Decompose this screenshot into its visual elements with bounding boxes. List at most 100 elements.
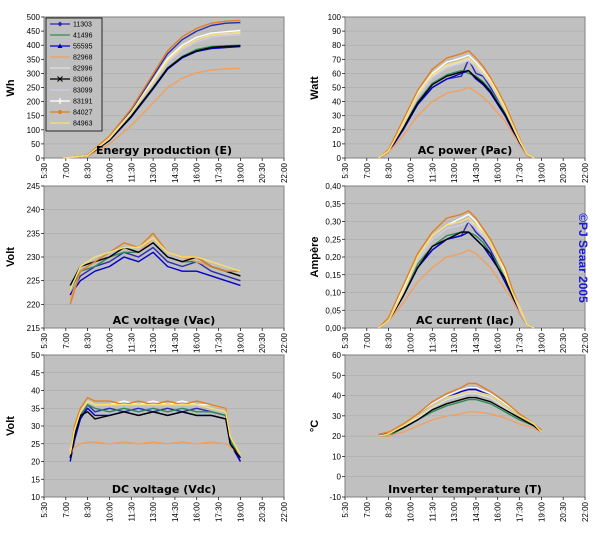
legend-marker-diamond (57, 21, 63, 27)
y-tick-label: 20 (332, 126, 341, 135)
series-line-84027 (377, 210, 535, 329)
y-tick-label: 235 (27, 229, 41, 238)
legend-label: 83099 (73, 88, 93, 95)
x-tick-label: 16:00 (494, 501, 503, 522)
x-tick-label: 19:00 (236, 162, 245, 183)
y-tick-label: 40 (31, 387, 40, 396)
y-tick-label: 50 (31, 351, 40, 360)
x-tick-label: 8:30 (385, 501, 394, 517)
x-tick-label: 19:00 (537, 162, 546, 183)
x-tick-label: 22:00 (581, 332, 590, 353)
series-line-82968 (69, 441, 241, 455)
y-tick-label: 100 (328, 13, 342, 22)
x-tick-label: 10:00 (406, 501, 415, 522)
x-tick-label: 5:30 (341, 501, 350, 517)
y-tick-label: 10 (332, 452, 341, 461)
copyright-text: ©PJ Seaar 2005 (576, 213, 590, 303)
y-tick-label: 45 (31, 369, 40, 378)
y-tick-label: 70 (332, 55, 341, 64)
x-tick-label: 22:00 (280, 501, 289, 522)
x-tick-label: 20:30 (559, 162, 568, 183)
x-tick-label: 10:00 (105, 162, 114, 183)
x-tick-label: 5:30 (341, 162, 350, 178)
legend-label: 82968 (73, 55, 93, 62)
y-tick-label: 90 (332, 27, 341, 36)
y-tick-label: 450 (27, 27, 41, 36)
chart-panel-6: -10 0 10 20 30 40 50 60 5:30 7:00 8:30 10:00 11:30 13… (309, 351, 590, 522)
y-tick-label: 230 (27, 253, 41, 262)
legend-marker-triangle (57, 43, 63, 48)
y-tick-label: 30 (31, 422, 40, 431)
x-tick-label: 8:30 (385, 332, 394, 348)
legend-label: 41496 (73, 33, 93, 40)
x-tick-label: 11:30 (428, 501, 437, 521)
chart-panel-4: 0,00 0,05 0,10 0,15 0,20 0,25 0,30 0,35 0,40 5:30… (309, 182, 590, 353)
x-tick-label: 13:00 (450, 332, 459, 353)
x-tick-label: 11:30 (428, 162, 437, 182)
x-tick-label: 10:00 (105, 332, 114, 353)
x-tick-label: 8:30 (84, 501, 93, 517)
y-tick-label: 20 (31, 458, 40, 467)
x-tick-label: 11:30 (428, 332, 437, 352)
y-tick-label: 30 (332, 112, 341, 121)
legend-label: 83066 (73, 77, 93, 84)
y-axis-label: °C (309, 420, 321, 432)
x-tick-label: 20:30 (258, 501, 267, 522)
x-tick-label: 19:00 (236, 332, 245, 353)
x-tick-label: 5:30 (40, 501, 49, 517)
x-tick-label: 5:30 (40, 162, 49, 178)
x-tick-label: 14:30 (472, 332, 481, 353)
y-tick-label: 245 (27, 182, 41, 191)
y-tick-label: 20 (332, 432, 341, 441)
legend-label: 11303 (73, 22, 92, 29)
x-tick-label: 16:00 (193, 501, 202, 522)
series-line-84963 (69, 400, 242, 455)
y-tick-label: 50 (31, 140, 40, 149)
x-tick-label: 13:00 (149, 332, 158, 353)
x-tick-label: 7:00 (62, 501, 71, 517)
series-line-84027 (378, 382, 542, 435)
series-line-84963 (378, 57, 535, 159)
x-tick-label: 13:00 (149, 162, 158, 183)
series-line-83066 (62, 45, 241, 159)
series-line-84027 (62, 19, 241, 159)
series-line-82968 (378, 411, 542, 437)
y-tick-label: 25 (31, 440, 40, 449)
x-tick-label: 13:00 (450, 501, 459, 522)
y-tick-label: 40 (332, 392, 341, 401)
y-tick-label: 10 (31, 493, 40, 502)
x-tick-label: 10:00 (406, 332, 415, 353)
legend-label: 83191 (73, 99, 93, 106)
x-tick-label: 17:30 (516, 162, 525, 183)
series-line-55595 (69, 251, 241, 296)
x-tick-label: 17:30 (215, 501, 224, 522)
chart-panel-2: 0 10 20 30 40 50 60 70 80 90 100 5:30 7:00 8:30 10:00 1… (309, 13, 590, 183)
x-tick-label: 20:30 (258, 332, 267, 353)
series-line-84027 (69, 232, 241, 305)
series-line-84027 (69, 396, 242, 455)
series-line-84963 (69, 237, 241, 291)
chart-panel-5: 10 15 20 25 30 35 40 45 50 5:30 7:00 8:30 10:00 11:30… (5, 351, 289, 522)
y-tick-label: 0,25 (325, 235, 341, 244)
series-line-83066 (378, 396, 542, 437)
series-line-83066 (378, 231, 535, 329)
x-tick-label: 11:30 (127, 162, 136, 182)
y-tick-label: 0,05 (325, 306, 341, 315)
y-tick-label: 50 (332, 84, 341, 93)
y-tick-label: 0,20 (325, 253, 341, 262)
x-tick-label: 7:00 (62, 162, 71, 178)
y-tick-label: 50 (332, 371, 341, 380)
series-line-84963 (62, 31, 241, 159)
x-tick-label: 8:30 (385, 162, 394, 178)
x-tick-label: 22:00 (581, 501, 590, 522)
y-axis-label: Ampère (309, 237, 321, 278)
y-tick-label: 60 (332, 69, 341, 78)
series-line-84027 (378, 50, 535, 159)
x-tick-label: 7:00 (363, 332, 372, 348)
x-tick-label: 17:30 (516, 501, 525, 522)
y-tick-label: 0,30 (325, 218, 341, 227)
y-tick-label: 35 (31, 404, 40, 413)
chart-title: DC voltage (Vdc) (112, 483, 216, 496)
x-tick-label: 7:00 (363, 162, 372, 178)
